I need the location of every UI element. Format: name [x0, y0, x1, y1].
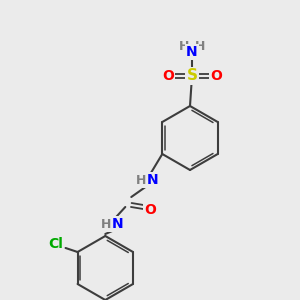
Text: Cl: Cl [48, 237, 63, 251]
Text: S: S [187, 68, 197, 83]
Text: H: H [195, 40, 205, 53]
Text: O: O [162, 69, 174, 83]
Text: O: O [210, 69, 222, 83]
Text: N: N [186, 45, 198, 59]
Text: N: N [146, 173, 158, 187]
Text: H: H [136, 173, 146, 187]
Text: O: O [144, 203, 156, 217]
Text: H: H [101, 218, 112, 230]
Text: N: N [112, 217, 123, 231]
Text: H: H [179, 40, 189, 53]
